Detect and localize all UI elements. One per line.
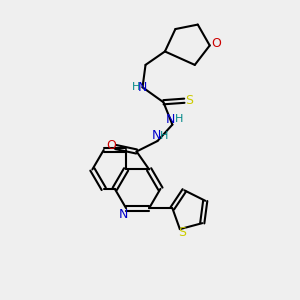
Text: S: S [178,226,186,239]
Text: N: N [166,113,176,126]
Text: N: N [151,129,161,142]
Text: S: S [185,94,193,107]
Text: N: N [118,208,128,221]
Text: N: N [138,81,147,94]
Text: H: H [175,114,183,124]
Text: H: H [160,131,168,141]
Text: H: H [132,82,140,92]
Text: O: O [211,38,220,50]
Text: O: O [106,139,116,152]
